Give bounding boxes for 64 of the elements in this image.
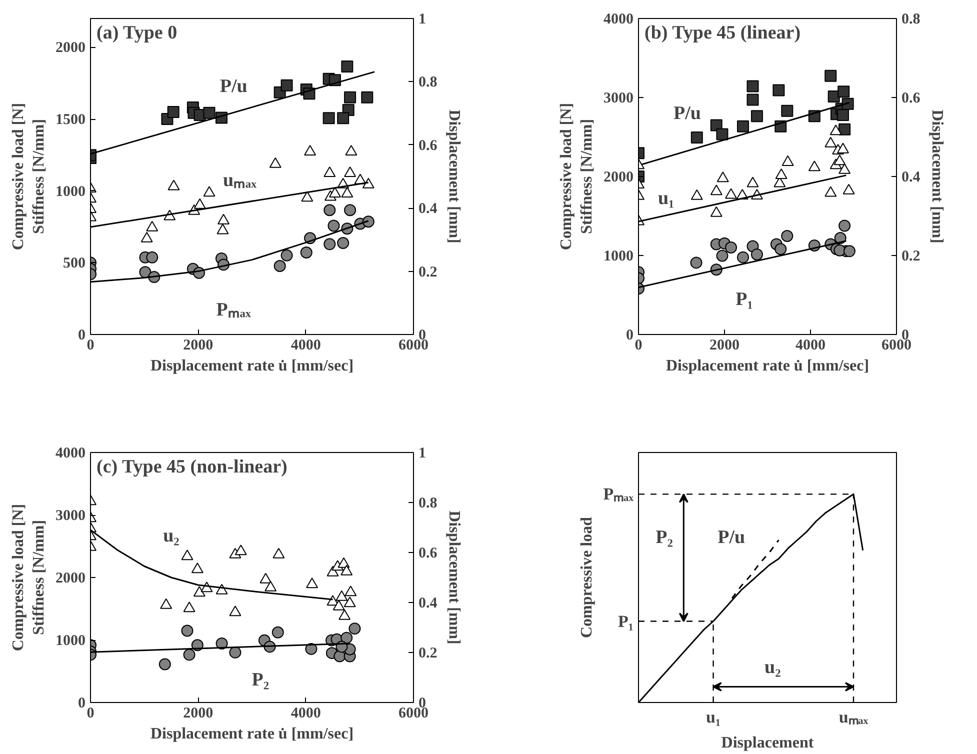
annotation: Pₘₐₓ: [216, 299, 252, 320]
annotation: u₂: [764, 657, 782, 678]
y2-tick-label: 0.2: [418, 264, 438, 280]
chart-title: (b) Type 45 (linear): [644, 22, 801, 44]
annotation: P/u: [674, 102, 702, 124]
y2-axis-title: Displacement [mm]: [928, 110, 946, 244]
annotation: P₂: [252, 670, 270, 690]
y2-axis-title: Displacement [mm]: [445, 110, 462, 244]
x-axis-title: Displacement rate u̇ [mm/sec]: [666, 358, 870, 374]
y2-tick-label: 0.6: [418, 546, 438, 562]
x-tick-label: 4000: [796, 338, 826, 354]
annotation: u₁: [658, 188, 674, 210]
chart-title: (c) Type 45 (non-linear): [96, 456, 288, 478]
y-axis-title: Compressive load [N] Stiffness [N/mm]: [558, 102, 596, 250]
y-tick-label: 3000: [56, 508, 86, 524]
y-tick-label: 1000: [604, 248, 634, 264]
y-axis-title: Compressive load: [578, 516, 596, 638]
y-tick-label: 0: [78, 328, 86, 344]
x-axis-title: Displacement rate u̇ [mm/sec]: [150, 726, 354, 742]
y-tick-label: 2000: [56, 570, 86, 586]
y2-tick-label: 0.2: [902, 248, 920, 264]
y-tick-label: 0: [78, 696, 86, 712]
y-tick-label: 2000: [56, 40, 86, 56]
y2-tick-label: 0.2: [418, 646, 438, 662]
y2-tick-label: 0.6: [902, 90, 921, 106]
y2-tick-label: 0.8: [418, 74, 438, 91]
x-axis-title: Displacement: [721, 734, 814, 752]
y-tick-label: 0: [626, 328, 634, 344]
y-tick-label: 1500: [56, 112, 86, 128]
y-tick-label: 500: [63, 256, 86, 272]
y-tick-label: 4000: [56, 446, 86, 462]
annotation: P₁: [736, 289, 753, 310]
y2-tick-label: 0.4: [418, 596, 438, 612]
y2-axis-title: Displacement [mm]: [445, 510, 462, 644]
y2-tick-label: 0.4: [902, 170, 921, 186]
annotation: u₂: [163, 525, 180, 546]
annotation: P₂: [656, 527, 674, 548]
y2-tick-label: 0.8: [902, 12, 920, 28]
text: Pₘₐₓ: [603, 484, 634, 504]
y-tick-label: 3000: [604, 90, 634, 106]
y2-tick-label: 1: [418, 12, 426, 28]
chart-title: (a) Type 0: [96, 22, 178, 44]
x-axis-title: Displacement rate u̇ [mm/sec]: [150, 358, 354, 374]
x-tick-label: 2000: [183, 706, 214, 722]
text: u₁: [706, 708, 721, 726]
y-tick-label: 1000: [56, 184, 86, 200]
y-tick-label: 1000: [56, 633, 86, 649]
y2-tick-label: 0.4: [418, 201, 438, 218]
y-axis-title: Compressive load [N] Stiffness [N/mm]: [10, 102, 48, 250]
y2-tick-label: 1: [418, 446, 426, 462]
x-tick-label: 2000: [710, 338, 740, 354]
text: P₁: [618, 612, 634, 631]
text: uₘₐₓ: [838, 708, 868, 726]
y2-tick-label: 0.8: [418, 496, 438, 512]
y-axis-title: Compressive load [N] Stiffness [N/mm]: [10, 504, 48, 652]
y2-tick-label: 0.6: [418, 138, 438, 154]
annotation: P/u: [220, 76, 248, 97]
x-tick-label: 4000: [290, 706, 321, 722]
y-tick-label: 4000: [604, 12, 634, 28]
y-tick-label: 2000: [604, 170, 634, 186]
x-tick-label: 2000: [183, 338, 214, 354]
x-tick-label: 4000: [290, 338, 321, 354]
annotation: uₘₐₓ: [222, 170, 258, 192]
annotation: P/u: [718, 527, 746, 548]
